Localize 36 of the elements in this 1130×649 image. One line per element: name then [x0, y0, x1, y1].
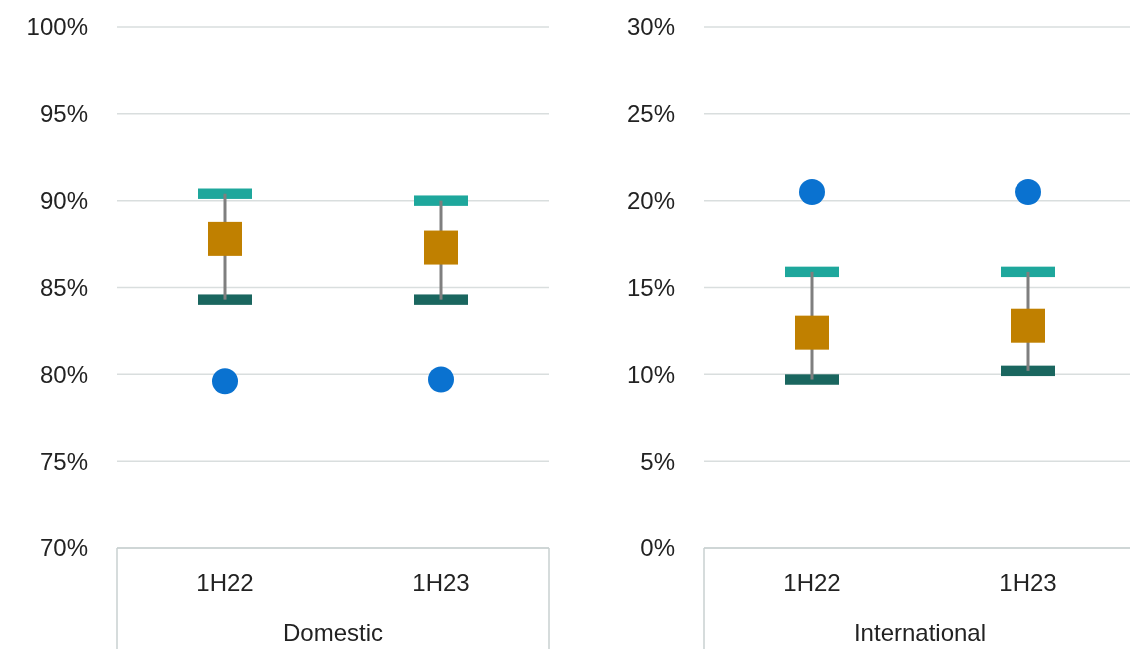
point [795, 315, 829, 350]
point [424, 230, 458, 265]
bar [198, 294, 252, 305]
point [428, 366, 454, 393]
y-tick-label: 30% [626, 13, 675, 41]
y-tick-label: 20% [626, 187, 675, 215]
y-tick-label: 95% [39, 100, 88, 128]
bar [1001, 365, 1055, 377]
point [1015, 178, 1041, 205]
bar [785, 374, 839, 385]
y-tick-label: 85% [39, 273, 88, 301]
y-tick-label: 5% [640, 447, 675, 475]
x-tick-label: 1H23 [412, 569, 470, 596]
y-tick-label: 100% [26, 13, 88, 41]
bar [414, 195, 468, 206]
y-tick-label: 75% [39, 447, 88, 475]
y-tick-label: 90% [39, 187, 88, 215]
point [212, 368, 238, 395]
y-tick-label: 10% [626, 360, 675, 388]
x-axis-title: International [853, 619, 987, 646]
y-tick-label: 80% [39, 360, 88, 388]
point [208, 221, 242, 256]
x-axis-title: Domestic [282, 619, 384, 646]
y-tick-label: 25% [626, 100, 675, 128]
y-tick-label: 70% [39, 534, 88, 562]
x-tick-label: 1H23 [999, 569, 1057, 596]
x-tick-label: 1H22 [196, 569, 254, 596]
x-tick-label: 1H22 [783, 569, 841, 596]
bar [414, 294, 468, 305]
bar [198, 188, 252, 199]
point [1011, 308, 1045, 343]
bar [1001, 266, 1055, 278]
y-tick-label: 0% [640, 534, 675, 562]
bar [785, 266, 839, 278]
y-tick-label: 15% [626, 273, 675, 301]
point [799, 178, 825, 205]
